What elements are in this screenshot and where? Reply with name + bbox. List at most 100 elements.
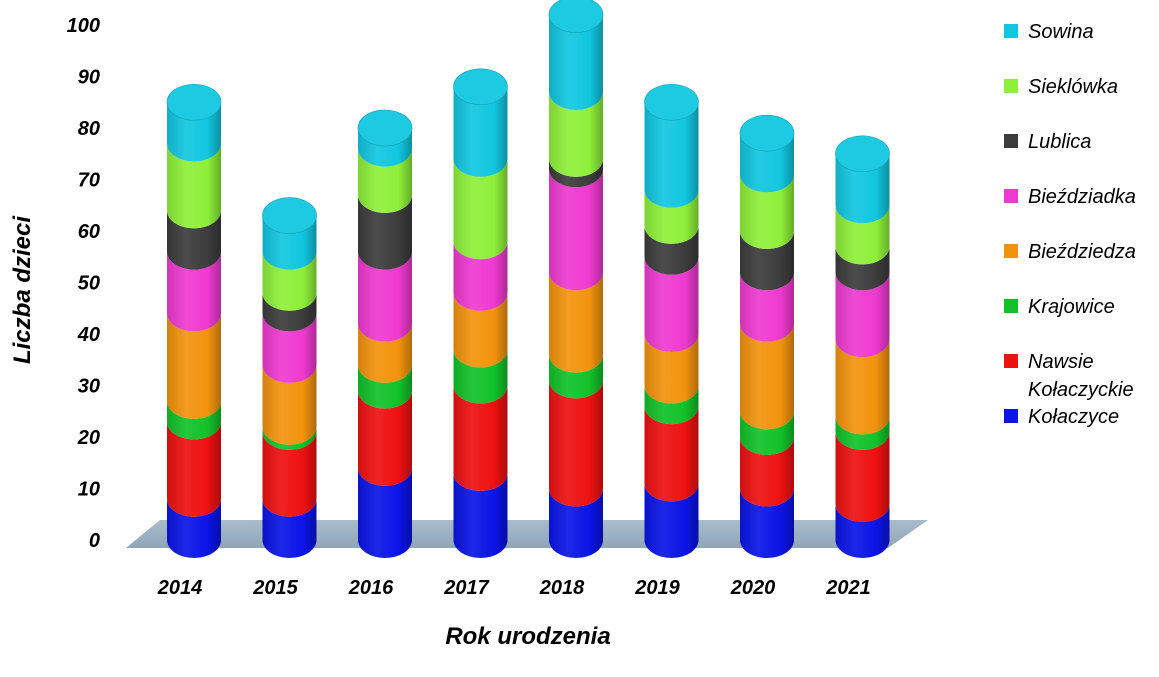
bars [166,0,890,558]
bar-segment-2021-2 [835,431,890,522]
bar-segment-2015-4 [262,364,317,445]
y-tick-label: 100 [67,15,100,37]
x-axis: 2014 2015 2016 2017 2018 2019 2020 2021 [157,577,871,599]
y-tick-label: 10 [78,479,100,501]
bar-segment-2015-7 [262,251,317,311]
bar-segment-2019-6 [644,225,699,275]
chart-floor [126,520,928,548]
legend-swatch [1004,354,1018,368]
bar-segment-2021-5 [835,272,890,358]
legend-label-line2: Kołaczyckie [1028,379,1134,401]
y-tick-label: 40 [77,324,100,346]
bar-segment-2016-3 [358,364,412,409]
bar-stack-2019 [644,83,699,558]
bar-segment-2016-1 [358,467,412,558]
bar-segment-2019-1 [644,483,699,558]
bar-segment-2019-7 [644,189,699,244]
bar-segment-2017-7 [453,158,508,260]
legend-item-2: Nawsie Kołaczyckie [1004,351,1134,401]
y-axis-title: Liczba dzieci [9,215,36,364]
bar-segment-2017-4 [453,292,508,368]
bar-segment-2020-7 [740,174,794,249]
legend: Sowina Sieklówka Lublica Bieździadka Bieździ… [1004,21,1136,428]
bar-stack-2015 [262,197,317,558]
bar-segment-2017-2 [453,385,508,492]
bar-segment-2019-2 [644,406,699,502]
legend-item-7: Sieklówka [1004,76,1118,98]
bar-segment-2020-1 [740,488,794,558]
bar-cap-2014 [166,83,222,121]
legend-item-6: Lublica [1004,131,1091,153]
bar-segment-2015-5 [262,313,317,383]
legend-swatch [1004,189,1018,203]
bar-cap-2015 [262,197,317,234]
y-tick-label: 90 [78,67,100,89]
legend-label: Lublica [1028,131,1091,153]
bar-segment-2019-3 [644,385,699,425]
bar-segment-2014-3 [167,400,221,440]
bar-segment-2016-2 [358,390,412,486]
y-axis: 0 10 20 30 40 50 60 70 80 90 100 [67,15,100,552]
bar-segment-2014-8 [167,102,221,162]
bar-segment-2014-1 [167,498,221,558]
x-tick-label: 2018 [539,577,585,599]
bar-segment-2017-1 [453,473,508,558]
bar-segment-2020-5 [740,272,794,342]
bar-segment-2018-4 [549,272,603,373]
legend-swatch [1004,79,1018,93]
legend-item-3: Krajowice [1004,296,1115,318]
bar-segment-2018-7 [549,91,603,177]
bar-segment-2016-5 [358,251,412,342]
legend-item-4: Bieździedza [1004,241,1136,263]
bar-segment-2019-5 [644,256,699,352]
bar-segment-2021-6 [835,246,890,291]
bar-segment-2014-6 [167,210,221,270]
y-tick-label: 70 [78,170,100,192]
bar-segment-2021-4 [835,339,890,435]
y-tick-label: 80 [78,118,100,140]
legend-label: Sieklówka [1028,76,1118,98]
bar-segment-2021-7 [835,205,890,265]
bar-segment-2017-3 [453,349,508,404]
bar-segment-2016-7 [358,148,412,213]
bar-segment-2017-5 [453,241,508,311]
bar-segment-2016-4 [358,323,412,383]
bar-cap-2018 [548,0,604,33]
bar-segment-2020-2 [740,437,794,507]
bar-stack-2014 [166,83,222,558]
legend-label: Krajowice [1028,296,1115,318]
legend-label: Bieździadka [1028,186,1136,208]
legend-swatch [1004,299,1018,313]
legend-swatch [1004,24,1018,38]
y-tick-label: 0 [89,530,100,552]
bar-cap-2020 [739,114,795,152]
bar-segment-2020-3 [740,411,794,455]
x-tick-label: 2019 [634,577,680,599]
bar-cap-2019 [644,83,699,121]
bar-stack-2018 [548,0,604,558]
bar-segment-2018-2 [549,380,603,507]
bar-segment-2018-3 [549,354,603,399]
chart-floor-layer [126,520,928,548]
bar-segment-2014-5 [167,251,221,332]
legend-swatch [1004,409,1018,423]
bar-segment-2018-5 [549,169,603,291]
bar-cap-2016 [357,109,413,147]
bar-segment-2015-2 [262,431,317,517]
legend-item-1: Kołaczyce [1004,406,1119,428]
legend-label: Sowina [1028,21,1094,43]
bar-segment-2015-1 [262,498,317,558]
bar-stack-2021 [835,135,890,558]
bar-cap-2017 [453,68,508,106]
bar-segment-2021-3 [835,416,890,450]
bar-segment-2019-4 [644,334,699,404]
bar-segment-2019-8 [644,102,699,208]
y-tick-label: 50 [78,273,100,295]
bar-stack-2017 [453,68,508,558]
x-tick-label: 2014 [157,577,203,599]
y-tick-label: 30 [78,376,100,398]
bar-segment-2021-8 [835,153,890,224]
bar-segment-2018-8 [549,14,603,110]
bar-segment-2015-3 [262,426,317,450]
